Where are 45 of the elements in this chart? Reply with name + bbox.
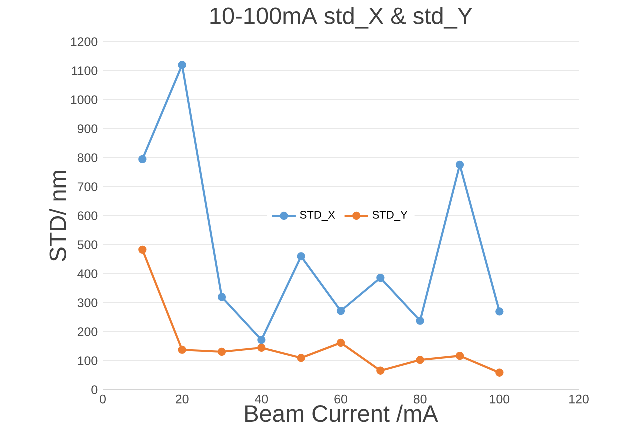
x-tick-label: 0	[100, 394, 106, 404]
point	[336, 338, 346, 348]
y-tick-label: 1200	[71, 38, 98, 46]
y-tick-label: 1000	[71, 96, 98, 104]
legend-label: STD_Y	[372, 211, 408, 222]
y-tick-label: 500	[78, 240, 98, 250]
chart-title: 10-100mA std_X & std_Y	[210, 7, 473, 29]
y-tick-label: 400	[78, 270, 98, 278]
point	[376, 274, 385, 282]
point	[218, 293, 226, 302]
y-tick-label: 800	[78, 154, 98, 162]
y-tick-label: 200	[78, 328, 98, 336]
x-axis-title: Beam Current /mA	[246, 404, 438, 422]
point	[138, 246, 147, 254]
point	[218, 348, 226, 356]
x-tick-label: 60	[334, 394, 348, 404]
x-tick-label: 20	[176, 394, 189, 404]
point	[416, 316, 424, 326]
x-tick-label: 40	[255, 394, 268, 404]
y-tick-label: 700	[78, 182, 98, 192]
y-tick-label: 1100	[72, 66, 98, 76]
point	[456, 160, 464, 170]
point	[138, 155, 147, 164]
point	[258, 336, 266, 344]
point	[456, 352, 464, 360]
legend-label: STD_X	[300, 211, 336, 222]
point	[178, 61, 186, 70]
point	[178, 346, 186, 354]
y-tick-label: 300	[78, 298, 98, 308]
x-tick-label: 80	[414, 394, 427, 404]
x-tick-label: 100	[490, 394, 510, 404]
point	[258, 344, 266, 352]
point	[376, 366, 385, 375]
y-axis-title: STD/ nm	[49, 171, 66, 262]
point	[297, 252, 306, 261]
y-tick-label: 0	[92, 386, 98, 394]
y-tick-label: 100	[78, 356, 98, 366]
point	[496, 368, 504, 377]
point	[297, 354, 306, 362]
x-tick-label: 120	[570, 394, 589, 404]
point	[416, 356, 424, 364]
y-tick-label: 900	[78, 124, 98, 134]
y-tick-label: 600	[78, 212, 98, 220]
point	[336, 307, 346, 316]
point	[496, 308, 504, 316]
